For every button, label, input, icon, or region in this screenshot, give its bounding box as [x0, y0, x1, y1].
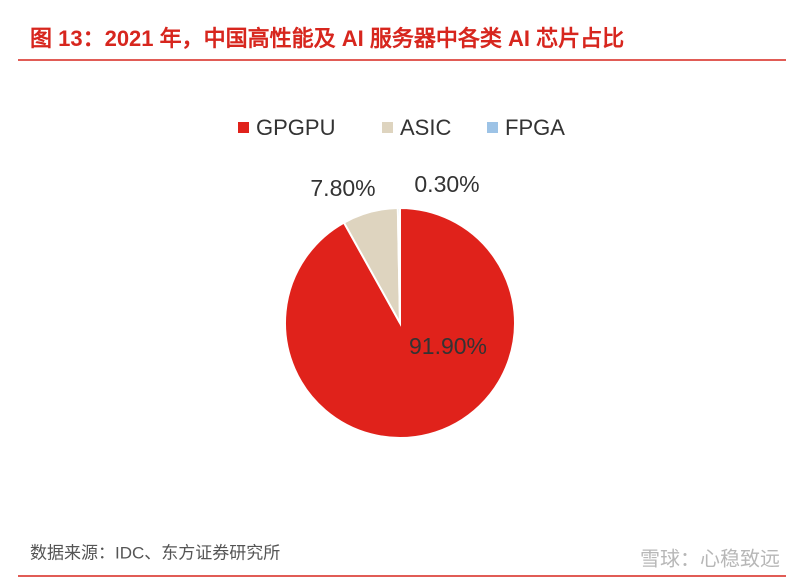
legend-label: GPGPU [256, 115, 335, 140]
chart-title: 图 13：2021 年，中国高性能及 AI 服务器中各类 AI 芯片占比 [30, 26, 624, 51]
legend-label: ASIC [400, 115, 451, 140]
legend-swatch [382, 122, 393, 133]
data-label: 7.80% [310, 175, 375, 201]
source-note: 数据来源：IDC、东方证券研究所 [30, 543, 280, 562]
legend-swatch [238, 122, 249, 133]
legend-label: FPGA [505, 115, 565, 140]
legend-swatch [487, 122, 498, 133]
watermark: 雪球：心稳致远 [640, 547, 780, 570]
data-label: 0.30% [414, 171, 479, 197]
data-label: 91.90% [409, 333, 487, 359]
pie-slice [396, 206, 401, 324]
